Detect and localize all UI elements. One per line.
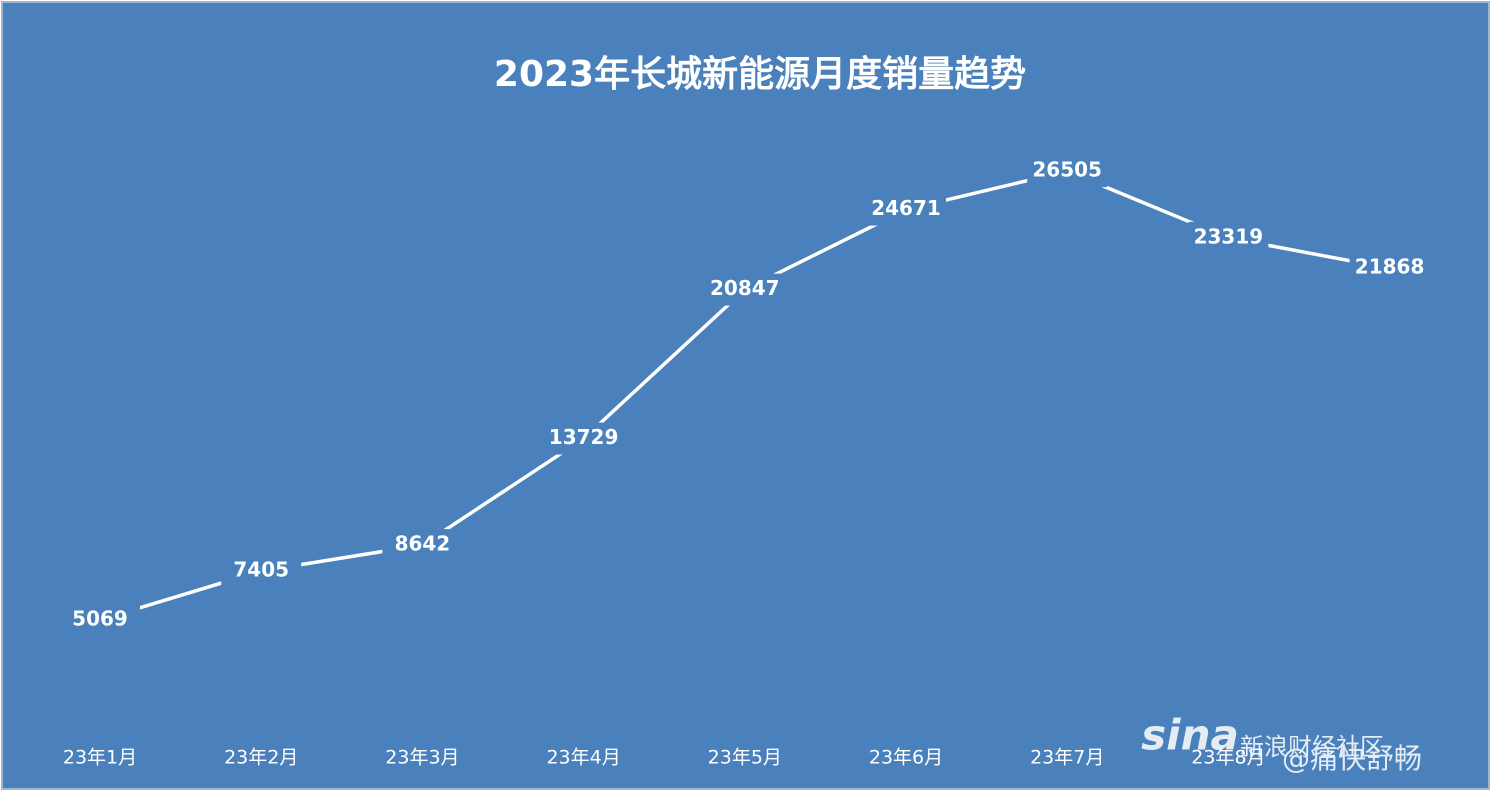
label-background	[866, 193, 946, 226]
x-tick-label: 23年2月	[224, 747, 298, 769]
data-label: 5069	[72, 606, 128, 630]
watermark-text: 新浪财经社区	[1240, 733, 1384, 761]
watermark-author: @痛快舒畅	[1282, 742, 1422, 775]
data-label: 20847	[710, 276, 780, 300]
data-label: 8642	[395, 532, 451, 556]
x-tick-label: 23年7月	[1030, 747, 1104, 769]
label-background	[1349, 252, 1430, 285]
x-tick-label: 23年1月	[63, 747, 137, 769]
x-tick-label: 23年3月	[385, 747, 459, 769]
label-background	[704, 273, 785, 306]
label-background	[60, 603, 140, 636]
plot-area: 23年1月 23年2月 23年3月 23年4月 23年5月 23年6月 23年7月 23年8月…	[60, 155, 1430, 769]
x-tick-label: 23年8月	[1191, 747, 1265, 769]
label-background	[1027, 155, 1108, 188]
watermark-logo: sina	[1141, 711, 1239, 760]
data-label: 7405	[233, 557, 289, 581]
data-label: 23319	[1194, 224, 1264, 248]
x-tick-label: 23年4月	[546, 747, 620, 769]
data-label: 13729	[549, 425, 619, 449]
chart-title: 2023年长城新能源月度销量趋势	[494, 54, 1026, 95]
data-label: 21868	[1355, 255, 1425, 279]
watermark: sina 新浪财经社区 @痛快舒畅	[1141, 711, 1422, 776]
x-tick-label: 23年5月	[708, 747, 782, 769]
label-background	[1188, 221, 1269, 254]
label-background	[543, 422, 624, 455]
x-tick-label: 23年6月	[869, 747, 943, 769]
label-background	[382, 529, 463, 562]
label-background	[221, 554, 302, 587]
data-label: 24671	[871, 196, 941, 220]
data-label: 26505	[1032, 158, 1102, 182]
